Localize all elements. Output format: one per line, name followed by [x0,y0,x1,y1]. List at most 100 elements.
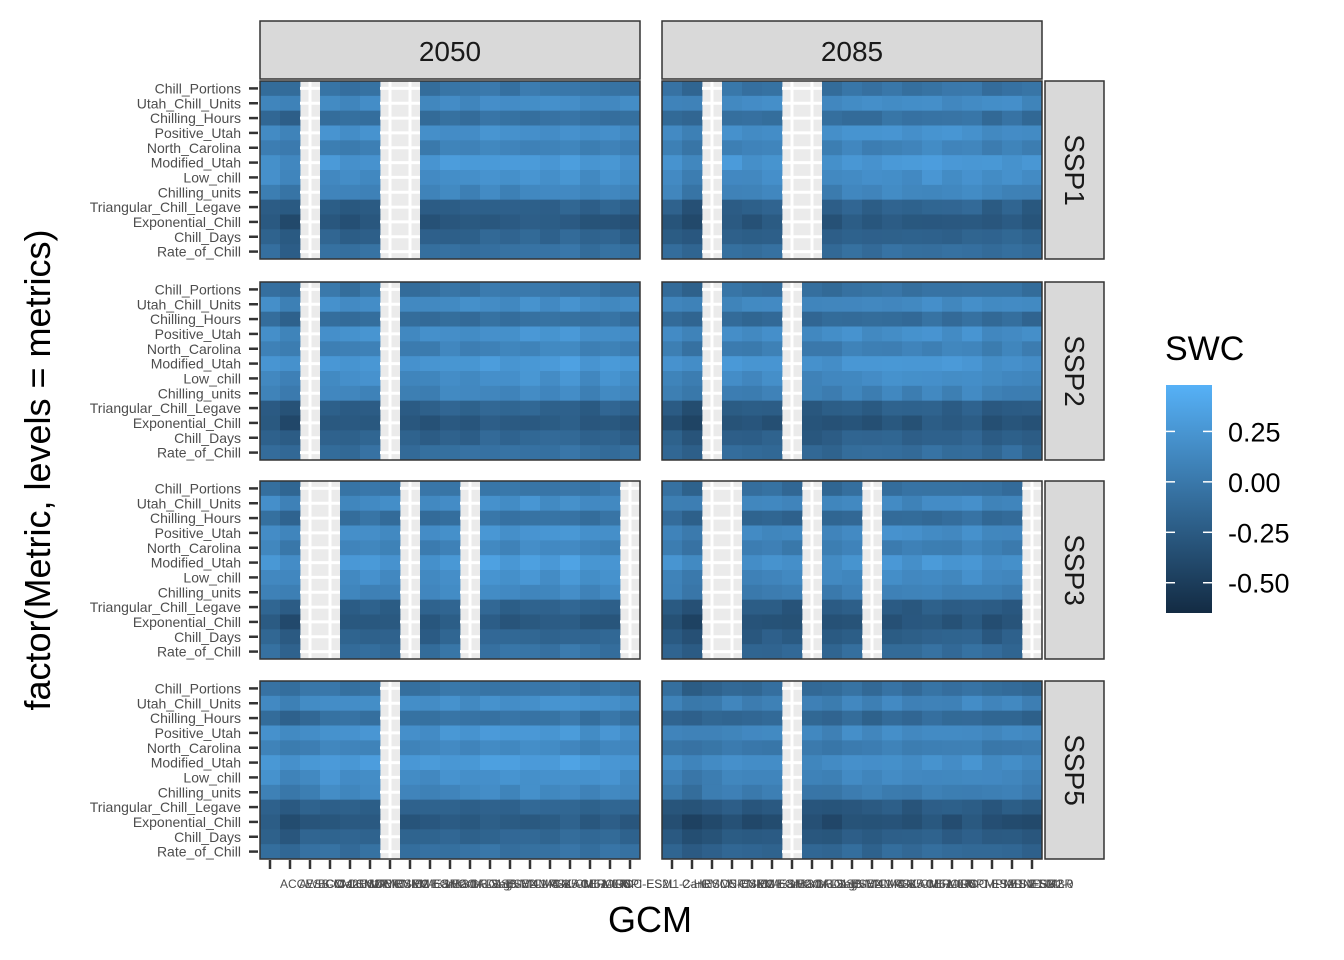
heatmap-cell [962,799,983,815]
heatmap-cell [1002,584,1023,601]
heatmap-cell [942,710,963,726]
heatmap-cell [540,282,561,298]
heatmap-cell [500,644,521,660]
heatmap-cell [620,740,641,756]
heatmap-cell [722,755,743,771]
heatmap-cell [620,430,641,446]
heatmap-cell [260,95,281,112]
heatmap-cell [540,326,561,342]
heatmap-cell [762,814,783,830]
heatmap-cell [882,296,903,313]
heatmap-cell [560,525,581,541]
heatmap-cell [882,214,903,230]
heatmap-cell [742,371,763,387]
heatmap-cell [520,341,541,357]
heatmap-cell [1002,282,1023,298]
heatmap-cell [1022,445,1043,461]
heatmap-cell [982,844,1003,860]
heatmap-cell [340,829,361,845]
heatmap-cell [500,770,521,786]
heatmap-cell [620,155,641,171]
heatmap-cell [942,770,963,786]
heatmap-cell [500,799,521,815]
y-tick-label: Chilling_units [158,584,241,600]
heatmap-cell [560,481,581,497]
heatmap-cell [380,555,401,571]
heatmap-cell [1022,725,1043,741]
heatmap-cell [440,445,461,461]
heatmap-cell [260,385,281,402]
heatmap-cell [922,326,943,342]
heatmap-cell [400,341,421,357]
heatmap-cell [742,341,763,357]
heatmap-cell [360,844,381,860]
heatmap-cell [762,326,783,342]
heatmap-cell [560,599,581,615]
heatmap-cell [822,644,843,660]
heatmap-cell [320,829,341,845]
heatmap-cell [1002,95,1023,112]
heatmap-cell [440,110,461,126]
heatmap-cell [400,415,421,431]
heatmap-cell [1002,614,1023,630]
heatmap-cell [722,415,743,431]
heatmap-cell [520,814,541,830]
heatmap-cell [540,540,561,556]
heatmap-cell [682,784,703,801]
heatmap-cell [742,770,763,786]
heatmap-cell [742,445,763,461]
heatmap-cell [320,740,341,756]
heatmap-cell [982,110,1003,126]
heatmap-cell [320,282,341,298]
heatmap-cell [300,710,321,726]
heatmap-cell [942,481,963,497]
heatmap-cell [540,710,561,726]
heatmap-cell [682,725,703,741]
heatmap-cell [842,341,863,357]
heatmap-cell [982,681,1003,697]
heatmap-cell [440,555,461,571]
heatmap-cell [902,199,923,215]
heatmap-cell [762,311,783,327]
heatmap-cell [440,695,461,712]
heatmap-cell [842,725,863,741]
heatmap-cell [902,770,923,786]
heatmap-cell [280,229,301,245]
heatmap-cell [942,415,963,431]
heatmap-cell [942,356,963,372]
heatmap-cell [1022,400,1043,416]
heatmap-cell [762,341,783,357]
heatmap-cell [762,755,783,771]
heatmap-cell [260,510,281,526]
heatmap-cell [922,400,943,416]
heatmap-cell [360,155,381,171]
heatmap-cell [722,784,743,801]
heatmap-cell [1022,95,1043,112]
heatmap-cell [340,184,361,201]
heatmap-cell [862,829,883,845]
heatmap-cell [480,644,501,660]
heatmap-cell [822,614,843,630]
heatmap-cell [420,695,441,712]
y-tick-label: Exponential_Chill [133,614,241,630]
heatmap-cell [500,740,521,756]
heatmap-cell [420,829,441,845]
heatmap-cell [662,814,683,830]
heatmap-cell [280,400,301,416]
heatmap-cell [260,725,281,741]
heatmap-cell [440,214,461,230]
heatmap-cell [480,495,501,512]
heatmap-cell [320,326,341,342]
heatmap-cell [742,311,763,327]
heatmap-cell [942,540,963,556]
heatmap-cell [620,829,641,845]
heatmap-cell [962,599,983,615]
heatmap-cell [662,356,683,372]
heatmap-cell [662,695,683,712]
heatmap-cell [842,385,863,402]
heatmap-cell [742,570,763,586]
heatmap-cell [360,430,381,446]
y-tick-label: Chill_Days [174,829,241,845]
x-tick-label: MRI-ESM2-0 [1004,877,1074,891]
heatmap-cell [500,140,521,156]
